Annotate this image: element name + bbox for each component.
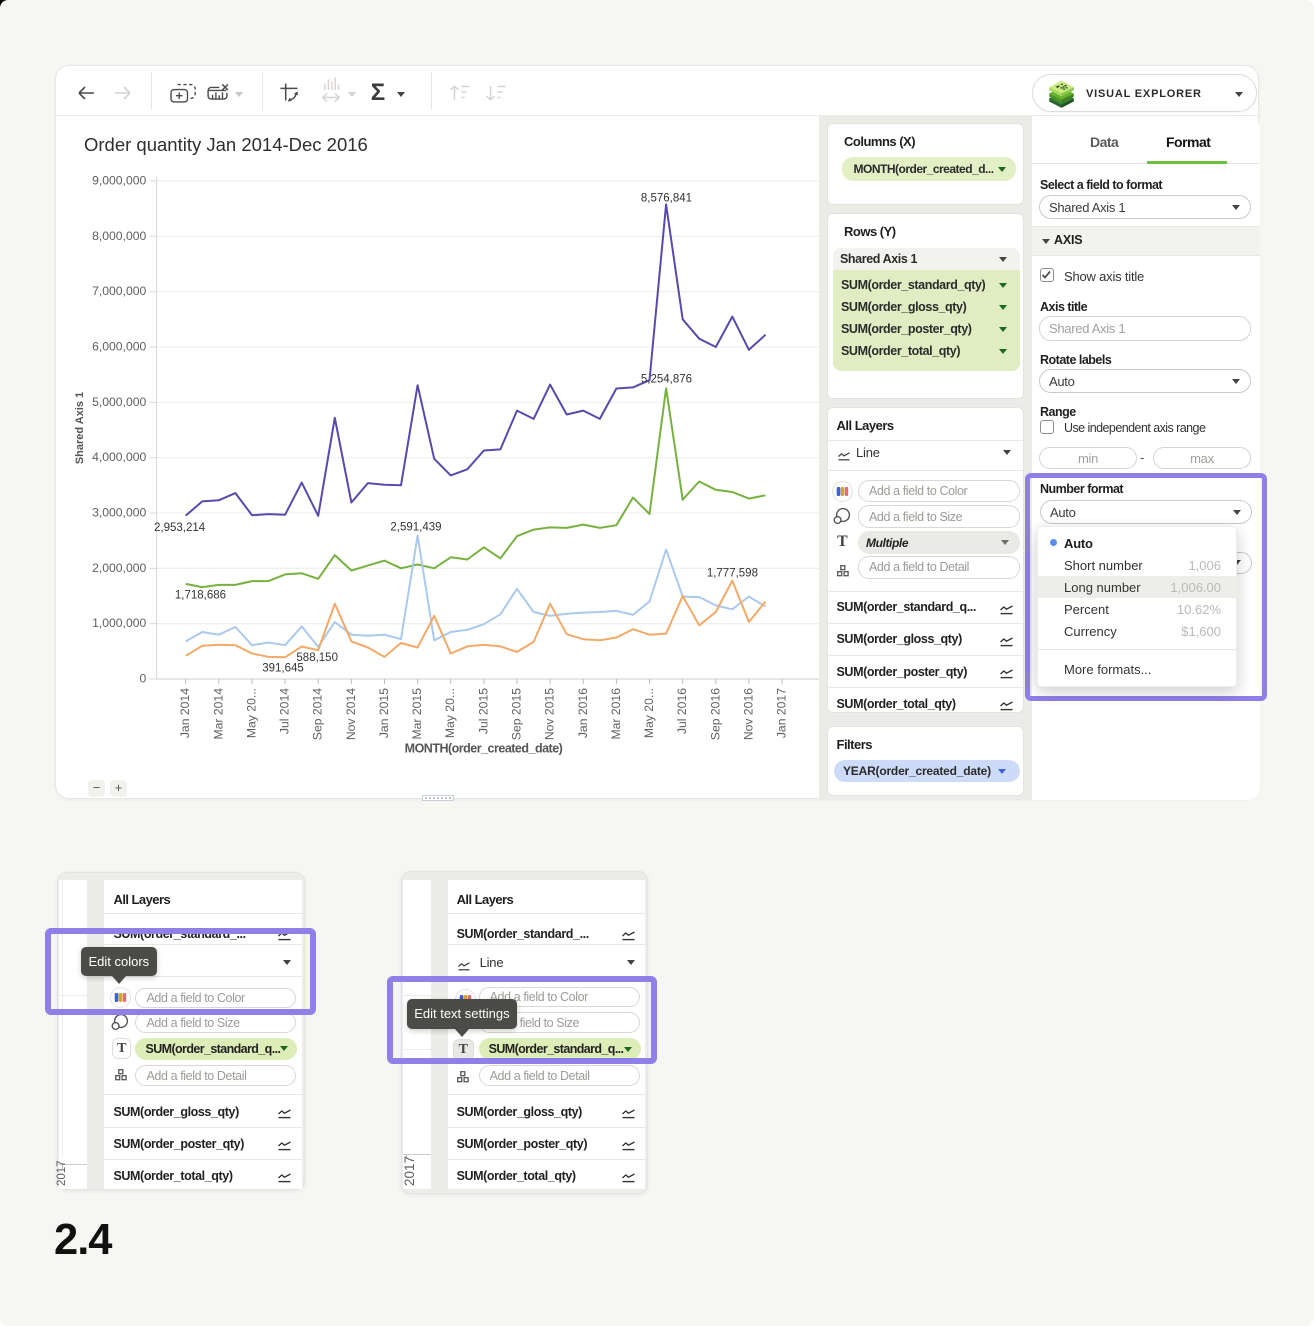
svg-text:Sep 2015: Sep 2015: [510, 688, 524, 740]
svg-text:Σ: Σ: [371, 79, 385, 106]
svg-text:Jan 2015: Jan 2015: [377, 688, 391, 738]
svg-text:5,254,876: 5,254,876: [641, 374, 692, 386]
svg-text:Shared Axis 1: Shared Axis 1: [74, 392, 86, 464]
svg-text:Nov 2015: Nov 2015: [543, 688, 557, 740]
svg-text:Sep 2014: Sep 2014: [311, 688, 325, 740]
svg-text:391,645: 391,645: [262, 663, 304, 675]
svg-text:588,150: 588,150: [296, 652, 338, 664]
svg-text:7,000,000: 7,000,000: [92, 284, 146, 298]
svg-text:1,000,000: 1,000,000: [92, 616, 146, 630]
svg-text:8,000,000: 8,000,000: [92, 229, 146, 243]
svg-text:Jan 2016: Jan 2016: [576, 688, 590, 738]
svg-text:Nov 2016: Nov 2016: [741, 688, 755, 740]
svg-text:6,000,000: 6,000,000: [92, 340, 146, 354]
svg-text:9,000,000: 9,000,000: [92, 174, 146, 188]
svg-text:5,000,000: 5,000,000: [92, 395, 146, 409]
svg-text:1,718,686: 1,718,686: [175, 590, 226, 602]
svg-text:2,953,214: 2,953,214: [154, 522, 206, 534]
svg-text:Sep 2016: Sep 2016: [708, 688, 722, 740]
svg-text:3,000,000: 3,000,000: [92, 506, 146, 520]
svg-text:0: 0: [140, 672, 147, 686]
svg-text:Nov 2014: Nov 2014: [344, 688, 358, 740]
svg-text:2,000,000: 2,000,000: [92, 561, 146, 575]
svg-text:Jul 2014: Jul 2014: [278, 688, 292, 734]
svg-text:1,777,598: 1,777,598: [707, 568, 758, 580]
svg-text:Jan 2017: Jan 2017: [775, 688, 789, 738]
svg-text:Mar 2014: Mar 2014: [211, 688, 225, 740]
svg-text:May 20...: May 20...: [642, 688, 656, 738]
svg-text:May 20...: May 20...: [443, 688, 457, 738]
svg-text:MONTH(order_created_date): MONTH(order_created_date): [405, 742, 563, 756]
svg-text:Jul 2016: Jul 2016: [675, 688, 689, 734]
svg-text:8,576,841: 8,576,841: [641, 193, 692, 205]
svg-text:May 20...: May 20...: [245, 688, 259, 738]
svg-text:Mar 2015: Mar 2015: [410, 688, 424, 740]
svg-text:Jan 2014: Jan 2014: [178, 688, 192, 738]
svg-text:4,000,000: 4,000,000: [92, 450, 146, 464]
svg-text:2,591,439: 2,591,439: [390, 522, 441, 534]
svg-text:Jul 2015: Jul 2015: [476, 688, 490, 734]
svg-text:Mar 2016: Mar 2016: [609, 688, 623, 740]
